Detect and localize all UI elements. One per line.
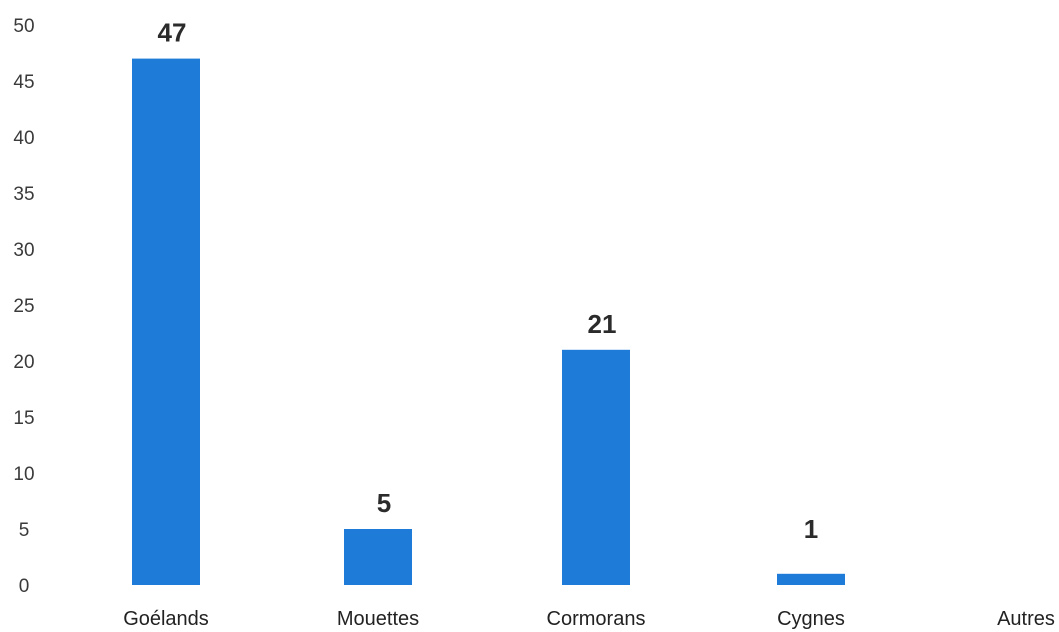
data-label: 21 (588, 309, 617, 339)
x-category-label: Cormorans (547, 608, 646, 630)
x-axis-categories: Goélands Mouettes Cormorans Cygnes Autres (123, 608, 1055, 630)
y-axis-ticks: 0 5 10 15 20 25 30 35 40 45 50 (13, 16, 34, 597)
y-tick-label: 25 (13, 296, 34, 317)
bar-cygnes (777, 573, 845, 585)
x-category-label: Mouettes (337, 608, 419, 630)
y-tick-label: 0 (19, 576, 30, 597)
y-tick-label: 45 (13, 72, 34, 93)
y-tick-label: 5 (19, 520, 30, 541)
data-label: 5 (377, 488, 391, 518)
data-labels: 47 5 21 1 (158, 18, 819, 544)
data-label: 47 (158, 18, 187, 48)
bar-goélands (132, 58, 200, 586)
data-label: 1 (804, 514, 818, 544)
y-tick-label: 30 (13, 240, 34, 261)
y-tick-label: 35 (13, 184, 34, 205)
x-category-label: Autres (997, 608, 1055, 630)
bar-mouettes (344, 529, 412, 585)
y-tick-label: 40 (13, 128, 34, 149)
y-tick-label: 20 (13, 352, 34, 373)
y-tick-label: 15 (13, 408, 34, 429)
bars (132, 58, 845, 586)
x-category-label: Goélands (123, 608, 209, 630)
y-tick-label: 10 (13, 464, 34, 485)
bar-cormorans (562, 349, 630, 585)
y-tick-label: 50 (13, 16, 34, 37)
x-category-label: Cygnes (777, 608, 845, 630)
